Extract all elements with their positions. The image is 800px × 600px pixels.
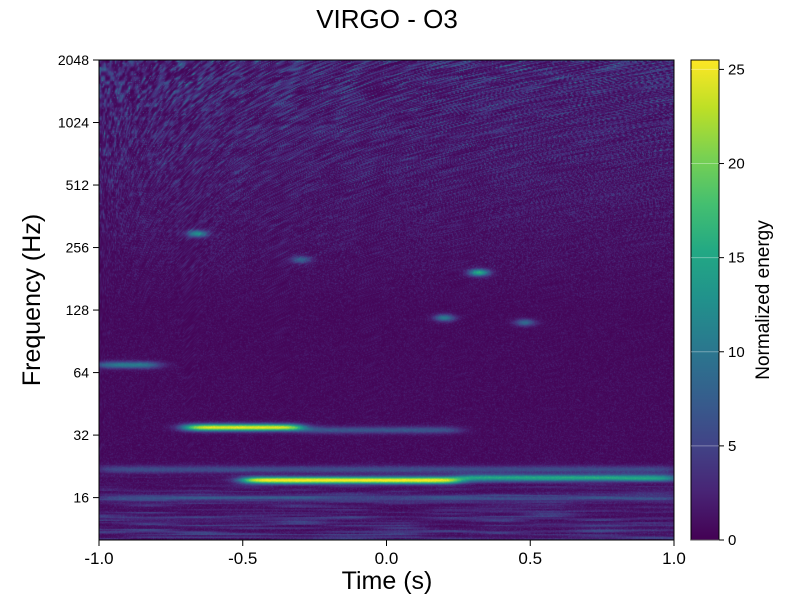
x-tick-label: 0.5 — [518, 549, 542, 568]
colorbar-tick-label: 15 — [728, 250, 745, 267]
y-tick-label: 256 — [66, 240, 90, 256]
y-tick-label: 64 — [73, 365, 89, 381]
heatmap-image — [99, 60, 674, 540]
x-axis: -1.0 -0.5 0.0 0.5 1.0 — [84, 540, 686, 568]
colorbar-ticks: 0 5 10 15 20 25 — [691, 61, 745, 549]
y-axis-label: Frequency (Hz) — [18, 214, 46, 386]
colorbar-frame — [690, 59, 720, 541]
colorbar-tick-label: 10 — [728, 344, 745, 361]
colorbar-tick-label: 5 — [728, 438, 736, 455]
colorbar-tick-label: 20 — [728, 156, 745, 173]
y-tick-label: 16 — [73, 490, 89, 506]
x-axis-label: Time (s) — [342, 567, 433, 595]
x-tick-label: -1.0 — [84, 549, 113, 568]
y-axis: 16 32 64 128 256 512 1024 2048 — [58, 52, 99, 506]
x-tick-label: 1.0 — [662, 549, 686, 568]
colorbar-tick-label: 25 — [728, 61, 745, 78]
colorbar: 0 5 10 15 20 25 Normalized energy — [690, 59, 774, 549]
plot-area — [98, 59, 675, 541]
colorbar-tick-label: 0 — [728, 532, 736, 549]
y-tick-label: 1024 — [58, 115, 89, 131]
colorbar-label: Normalized energy — [753, 220, 774, 380]
colorbar-gradient — [691, 60, 719, 540]
x-tick-label: -0.5 — [228, 549, 257, 568]
x-tick-label: 0.0 — [375, 549, 399, 568]
y-tick-label: 32 — [73, 427, 89, 443]
y-tick-label: 128 — [66, 302, 90, 318]
y-tick-label: 2048 — [58, 52, 89, 68]
chart-title: VIRGO - O3 — [316, 4, 458, 34]
y-tick-label: 512 — [66, 177, 90, 193]
